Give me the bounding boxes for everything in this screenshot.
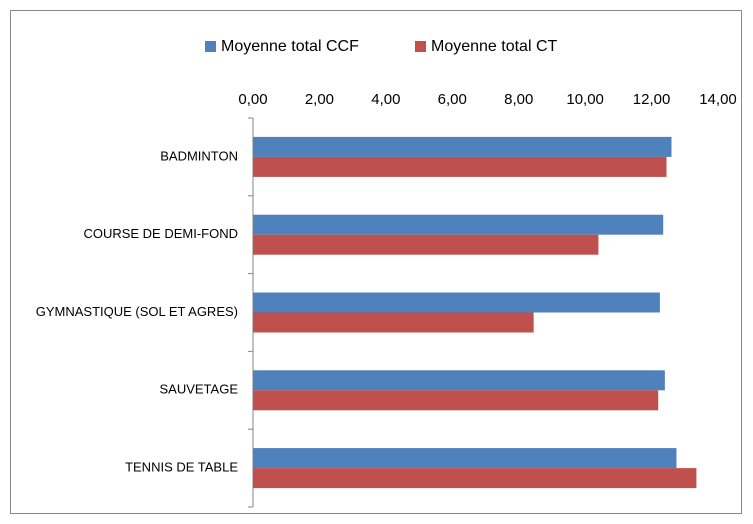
- bar: [253, 370, 665, 391]
- bar: [253, 214, 664, 235]
- x-tick-label: 2,00: [305, 91, 334, 108]
- x-tick-label: 10,00: [566, 91, 604, 108]
- bar: [253, 234, 599, 255]
- bar: [253, 468, 697, 489]
- bar: [253, 448, 677, 469]
- bar: [253, 312, 534, 333]
- x-tick-label: 0,00: [238, 91, 267, 108]
- legend-swatch: [205, 41, 216, 52]
- y-tick-label: BADMINTON: [160, 148, 238, 163]
- x-tick-label: 6,00: [438, 91, 467, 108]
- legend-swatch: [415, 41, 426, 52]
- y-tick-label: COURSE DE DEMI-FOND: [83, 226, 238, 241]
- x-tick-label: 4,00: [371, 91, 400, 108]
- bar: [253, 156, 667, 177]
- legend-label: Moyenne total CCF: [221, 38, 359, 55]
- bar: [253, 390, 659, 411]
- legend-label: Moyenne total CT: [431, 38, 558, 55]
- x-tick-label: 14,00: [699, 91, 737, 108]
- bar: [253, 136, 672, 157]
- x-tick-label: 8,00: [504, 91, 533, 108]
- x-tick-label: 12,00: [633, 91, 671, 108]
- y-tick-label: TENNIS DE TABLE: [125, 460, 238, 475]
- chart-border: [10, 10, 742, 514]
- y-tick-label: GYMNASTIQUE (SOL ET AGRES): [36, 304, 238, 319]
- bar: [253, 292, 660, 313]
- y-tick-label: SAUVETAGE: [159, 382, 238, 397]
